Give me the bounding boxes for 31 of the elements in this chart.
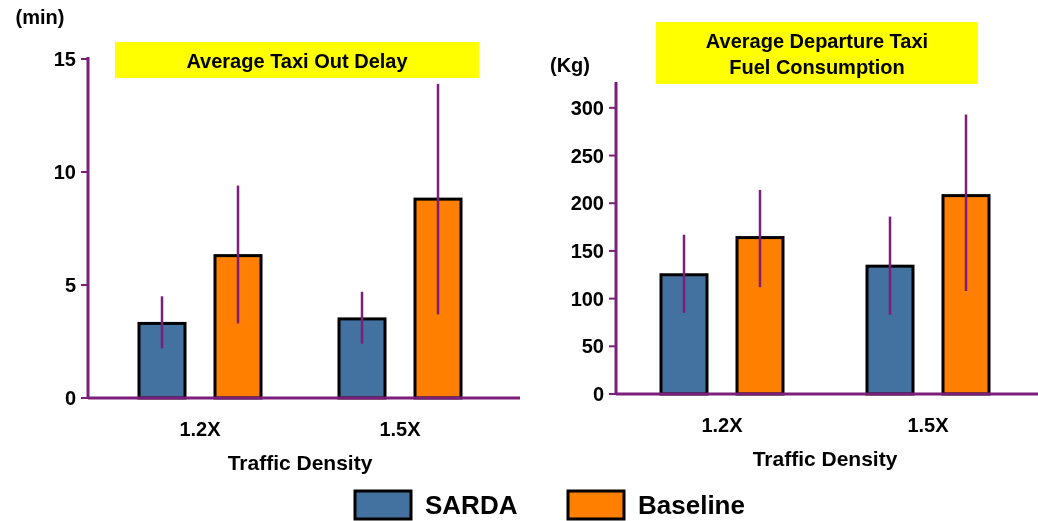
legend-label: SARDA — [425, 490, 518, 520]
legend-label: Baseline — [638, 490, 745, 520]
bar — [337, 317, 387, 400]
bar — [413, 197, 463, 400]
bar — [865, 264, 915, 396]
x-tick-label: 1.5X — [379, 418, 422, 440]
bar — [735, 236, 785, 396]
y-tick-label: 10 — [53, 161, 76, 183]
y-tick-label: 50 — [581, 335, 604, 358]
bar — [137, 321, 187, 400]
y-tick-label: 0 — [64, 387, 76, 409]
bar — [941, 194, 991, 396]
y-axis-title: (Kg) — [550, 54, 590, 76]
x-tick-label: 1.2X — [701, 414, 744, 436]
y-tick-label: 0 — [592, 383, 604, 405]
y-tick-label: 150 — [570, 239, 604, 262]
y-axis-title: (min) — [15, 6, 65, 28]
x-tick-label: 1.5X — [907, 414, 950, 436]
chart-title: Average Taxi Out Delay — [186, 50, 409, 72]
x-axis-title: Traffic Density — [227, 451, 373, 474]
bar — [213, 254, 263, 400]
y-tick-label: 200 — [570, 192, 604, 215]
y-tick-label: 15 — [53, 48, 76, 70]
y-tick-label: 100 — [570, 287, 604, 310]
y-tick-label: 250 — [570, 144, 604, 167]
x-tick-label: 1.2X — [179, 418, 222, 440]
y-tick-label: 5 — [64, 274, 76, 296]
x-axis-title: Traffic Density — [752, 447, 898, 470]
y-tick-label: 300 — [570, 96, 604, 119]
chart-title: Average Departure Taxi Fuel Consumption — [705, 30, 929, 78]
bar — [659, 273, 709, 396]
